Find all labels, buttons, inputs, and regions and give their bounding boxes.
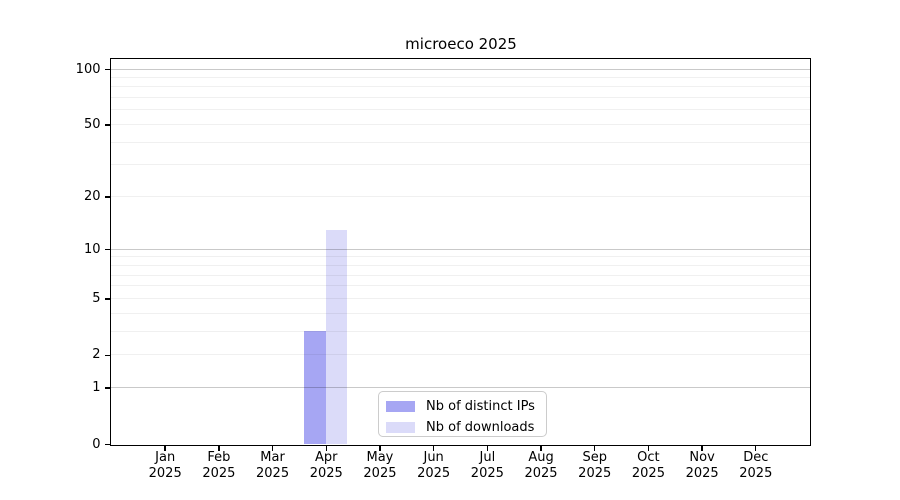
legend-item-distinct-ips: Nb of distinct IPs [386, 397, 538, 415]
y-tick-mark [105, 354, 110, 356]
chart-title: microeco 2025 [405, 35, 517, 53]
x-tick-year: 2025 [256, 465, 290, 481]
x-tick-year: 2025 [739, 465, 773, 481]
x-tick-mark [755, 446, 757, 451]
x-tick-mark [701, 446, 703, 451]
y-tick-label: 20 [83, 189, 101, 205]
x-tick-month: Jan [155, 450, 176, 465]
y-tick-mark [105, 298, 110, 300]
gridline-minor [111, 354, 810, 356]
x-tick-mark [271, 446, 274, 451]
gridline-major [111, 248, 810, 250]
x-tick-mark [432, 446, 435, 451]
gridline-minor [111, 86, 810, 88]
legend-label: Nb of distinct IPs [426, 398, 535, 414]
x-tick-mark [540, 446, 542, 451]
x-tick-month: Nov [689, 450, 715, 465]
y-tick-label: 50 [83, 117, 101, 133]
gridline-minor [111, 297, 810, 299]
y-tick-mark [105, 196, 110, 198]
x-tick-month: Feb [207, 450, 231, 465]
x-tick-year: 2025 [148, 465, 182, 481]
gridline-minor [111, 141, 810, 143]
x-tick-year: 2025 [417, 465, 451, 481]
x-tick-label: Dec 2025 [724, 450, 788, 481]
y-tick-mark [105, 68, 110, 71]
gridline-minor [111, 285, 810, 287]
x-tick-month: Sep [582, 450, 607, 465]
gridline-minor [111, 330, 810, 332]
gridline-major [111, 387, 810, 389]
x-tick-label: Aug 2025 [509, 450, 573, 481]
x-tick-label: Jul 2025 [455, 450, 519, 481]
x-tick-year: 2025 [631, 465, 665, 481]
x-tick-mark [218, 446, 220, 451]
x-tick-label: May 2025 [348, 450, 412, 481]
x-tick-month: Oct [637, 450, 660, 465]
gridline-minor [111, 196, 810, 198]
gridline-minor [111, 264, 810, 266]
gridline-minor [111, 164, 810, 166]
y-tick-mark [105, 443, 110, 446]
x-tick-label: Mar 2025 [241, 450, 305, 481]
gridline-minor [111, 312, 810, 314]
gridline-minor [111, 97, 810, 99]
y-tick-mark [105, 248, 110, 251]
y-tick-mark [105, 387, 110, 389]
legend-item-downloads: Nb of downloads [386, 418, 538, 436]
gridline-minor [111, 274, 810, 276]
x-tick-year: 2025 [202, 465, 236, 481]
downloads-swatch-icon [386, 421, 415, 433]
x-tick-year: 2025 [309, 465, 343, 481]
y-tick-label: 10 [83, 241, 101, 257]
x-tick-month: Aug [528, 450, 554, 465]
x-tick-mark [164, 446, 166, 451]
x-tick-year: 2025 [578, 465, 612, 481]
x-tick-month: Dec [743, 450, 769, 465]
gridline-major [111, 68, 810, 70]
x-tick-mark [379, 446, 381, 451]
bar-downloads [325, 229, 348, 444]
y-tick-label: 1 [92, 380, 101, 396]
x-tick-mark [325, 446, 327, 451]
y-tick-label: 0 [92, 436, 101, 452]
legend-label: Nb of downloads [426, 419, 535, 435]
gridline-minor [111, 109, 810, 111]
x-tick-month: Jul [479, 450, 496, 465]
x-tick-month: May [366, 450, 394, 465]
gridline-minor [111, 256, 810, 258]
x-tick-year: 2025 [524, 465, 558, 481]
x-tick-year: 2025 [363, 465, 397, 481]
x-tick-mark [647, 446, 650, 451]
legend: Nb of distinct IPs Nb of downloads [378, 391, 547, 437]
x-tick-label: Sep 2025 [563, 450, 627, 481]
x-tick-month: Jun [423, 450, 444, 465]
x-tick-label: Apr 2025 [294, 450, 358, 481]
plot-area [110, 58, 811, 446]
x-tick-label: Jan 2025 [133, 450, 197, 481]
y-tick-label: 2 [92, 347, 101, 363]
gridline-minor [111, 76, 810, 78]
gridline-minor [111, 124, 810, 126]
x-tick-label: Oct 2025 [616, 450, 680, 481]
bar-distinct-ips [304, 331, 326, 444]
x-tick-month: Mar [260, 450, 285, 465]
x-tick-label: Feb 2025 [187, 450, 251, 481]
x-tick-mark [486, 446, 489, 451]
y-tick-label: 100 [75, 61, 101, 77]
x-tick-mark [594, 446, 596, 451]
y-tick-mark [105, 124, 110, 126]
x-tick-year: 2025 [685, 465, 719, 481]
distinct-ips-swatch-icon [386, 400, 415, 412]
x-tick-label: Jun 2025 [402, 450, 466, 481]
x-tick-label: Nov 2025 [670, 450, 734, 481]
x-tick-month: Apr [315, 450, 338, 465]
y-tick-label: 5 [92, 290, 101, 306]
x-tick-year: 2025 [470, 465, 504, 481]
